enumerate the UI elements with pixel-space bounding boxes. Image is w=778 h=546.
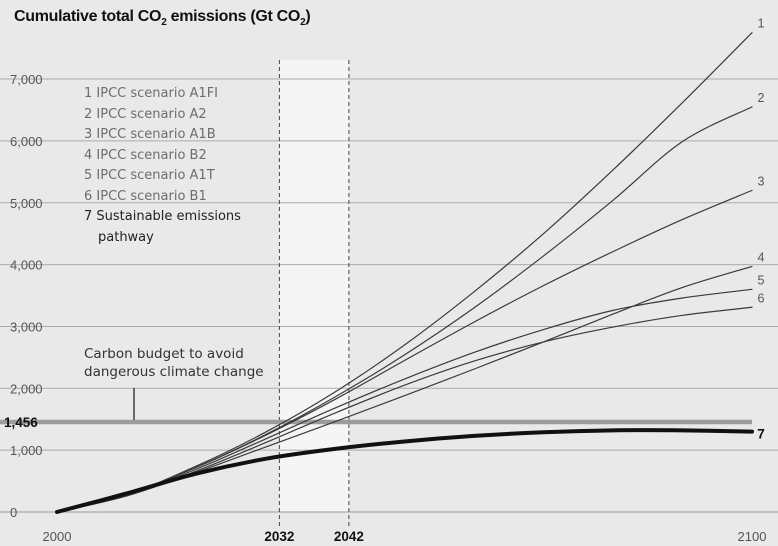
y-tick-label: 6,000 — [10, 134, 43, 149]
series-line-7 — [55, 428, 754, 514]
y-tick-label: 3,000 — [10, 319, 43, 334]
series-line-1 — [56, 32, 753, 513]
series-end-label: 2 — [758, 91, 765, 105]
series-end-label: 6 — [758, 291, 765, 305]
y-tick-label: 0 — [10, 505, 17, 520]
chart-legend: 1 IPCC scenario A1FI 2 IPCC scenario A2 … — [84, 84, 241, 248]
legend-item: 5 IPCC scenario A1T — [84, 168, 215, 183]
series-line-5 — [56, 288, 753, 513]
legend-item: 2 IPCC scenario A2 — [84, 106, 207, 122]
y-tick-label: 2,000 — [10, 381, 43, 396]
chart-title: Cumulative total CO2 emissions (Gt CO2) — [14, 8, 311, 29]
series-end-label: 7 — [757, 427, 765, 442]
series-end-label: 3 — [758, 174, 765, 188]
legend-item: 6 IPCC scenario B1 — [84, 188, 207, 204]
y-tick-label: 1,456 — [4, 415, 38, 430]
series-line-3 — [56, 189, 753, 513]
legend-item: 1 IPCC scenario A1FI — [84, 86, 219, 101]
series-end-label: 5 — [758, 273, 765, 287]
series-end-label: 4 — [758, 250, 765, 264]
y-tick-label: 4,000 — [10, 258, 43, 273]
legend-item-sustainable: 7 Sustainable emissions — [84, 209, 241, 224]
x-tick-label: 2032 — [264, 529, 294, 544]
legend-item-sustainable-cont: pathway — [98, 229, 154, 245]
x-tick-label: 2042 — [334, 529, 364, 544]
carbon-budget-label: Carbon budget to avoid dangerous climate… — [84, 346, 264, 380]
shaded-period-band — [279, 60, 349, 512]
y-tick-label: 1,000 — [10, 443, 43, 458]
y-tick-label: 5,000 — [10, 196, 43, 211]
legend-item: 3 IPCC scenario A1B — [84, 127, 216, 142]
series-end-label: 1 — [758, 17, 765, 31]
y-tick-label: 7,000 — [10, 72, 43, 87]
x-tick-label: 2000 — [43, 529, 72, 544]
legend-item: 4 IPCC scenario B2 — [84, 147, 207, 163]
x-tick-label: 2100 — [738, 529, 767, 544]
